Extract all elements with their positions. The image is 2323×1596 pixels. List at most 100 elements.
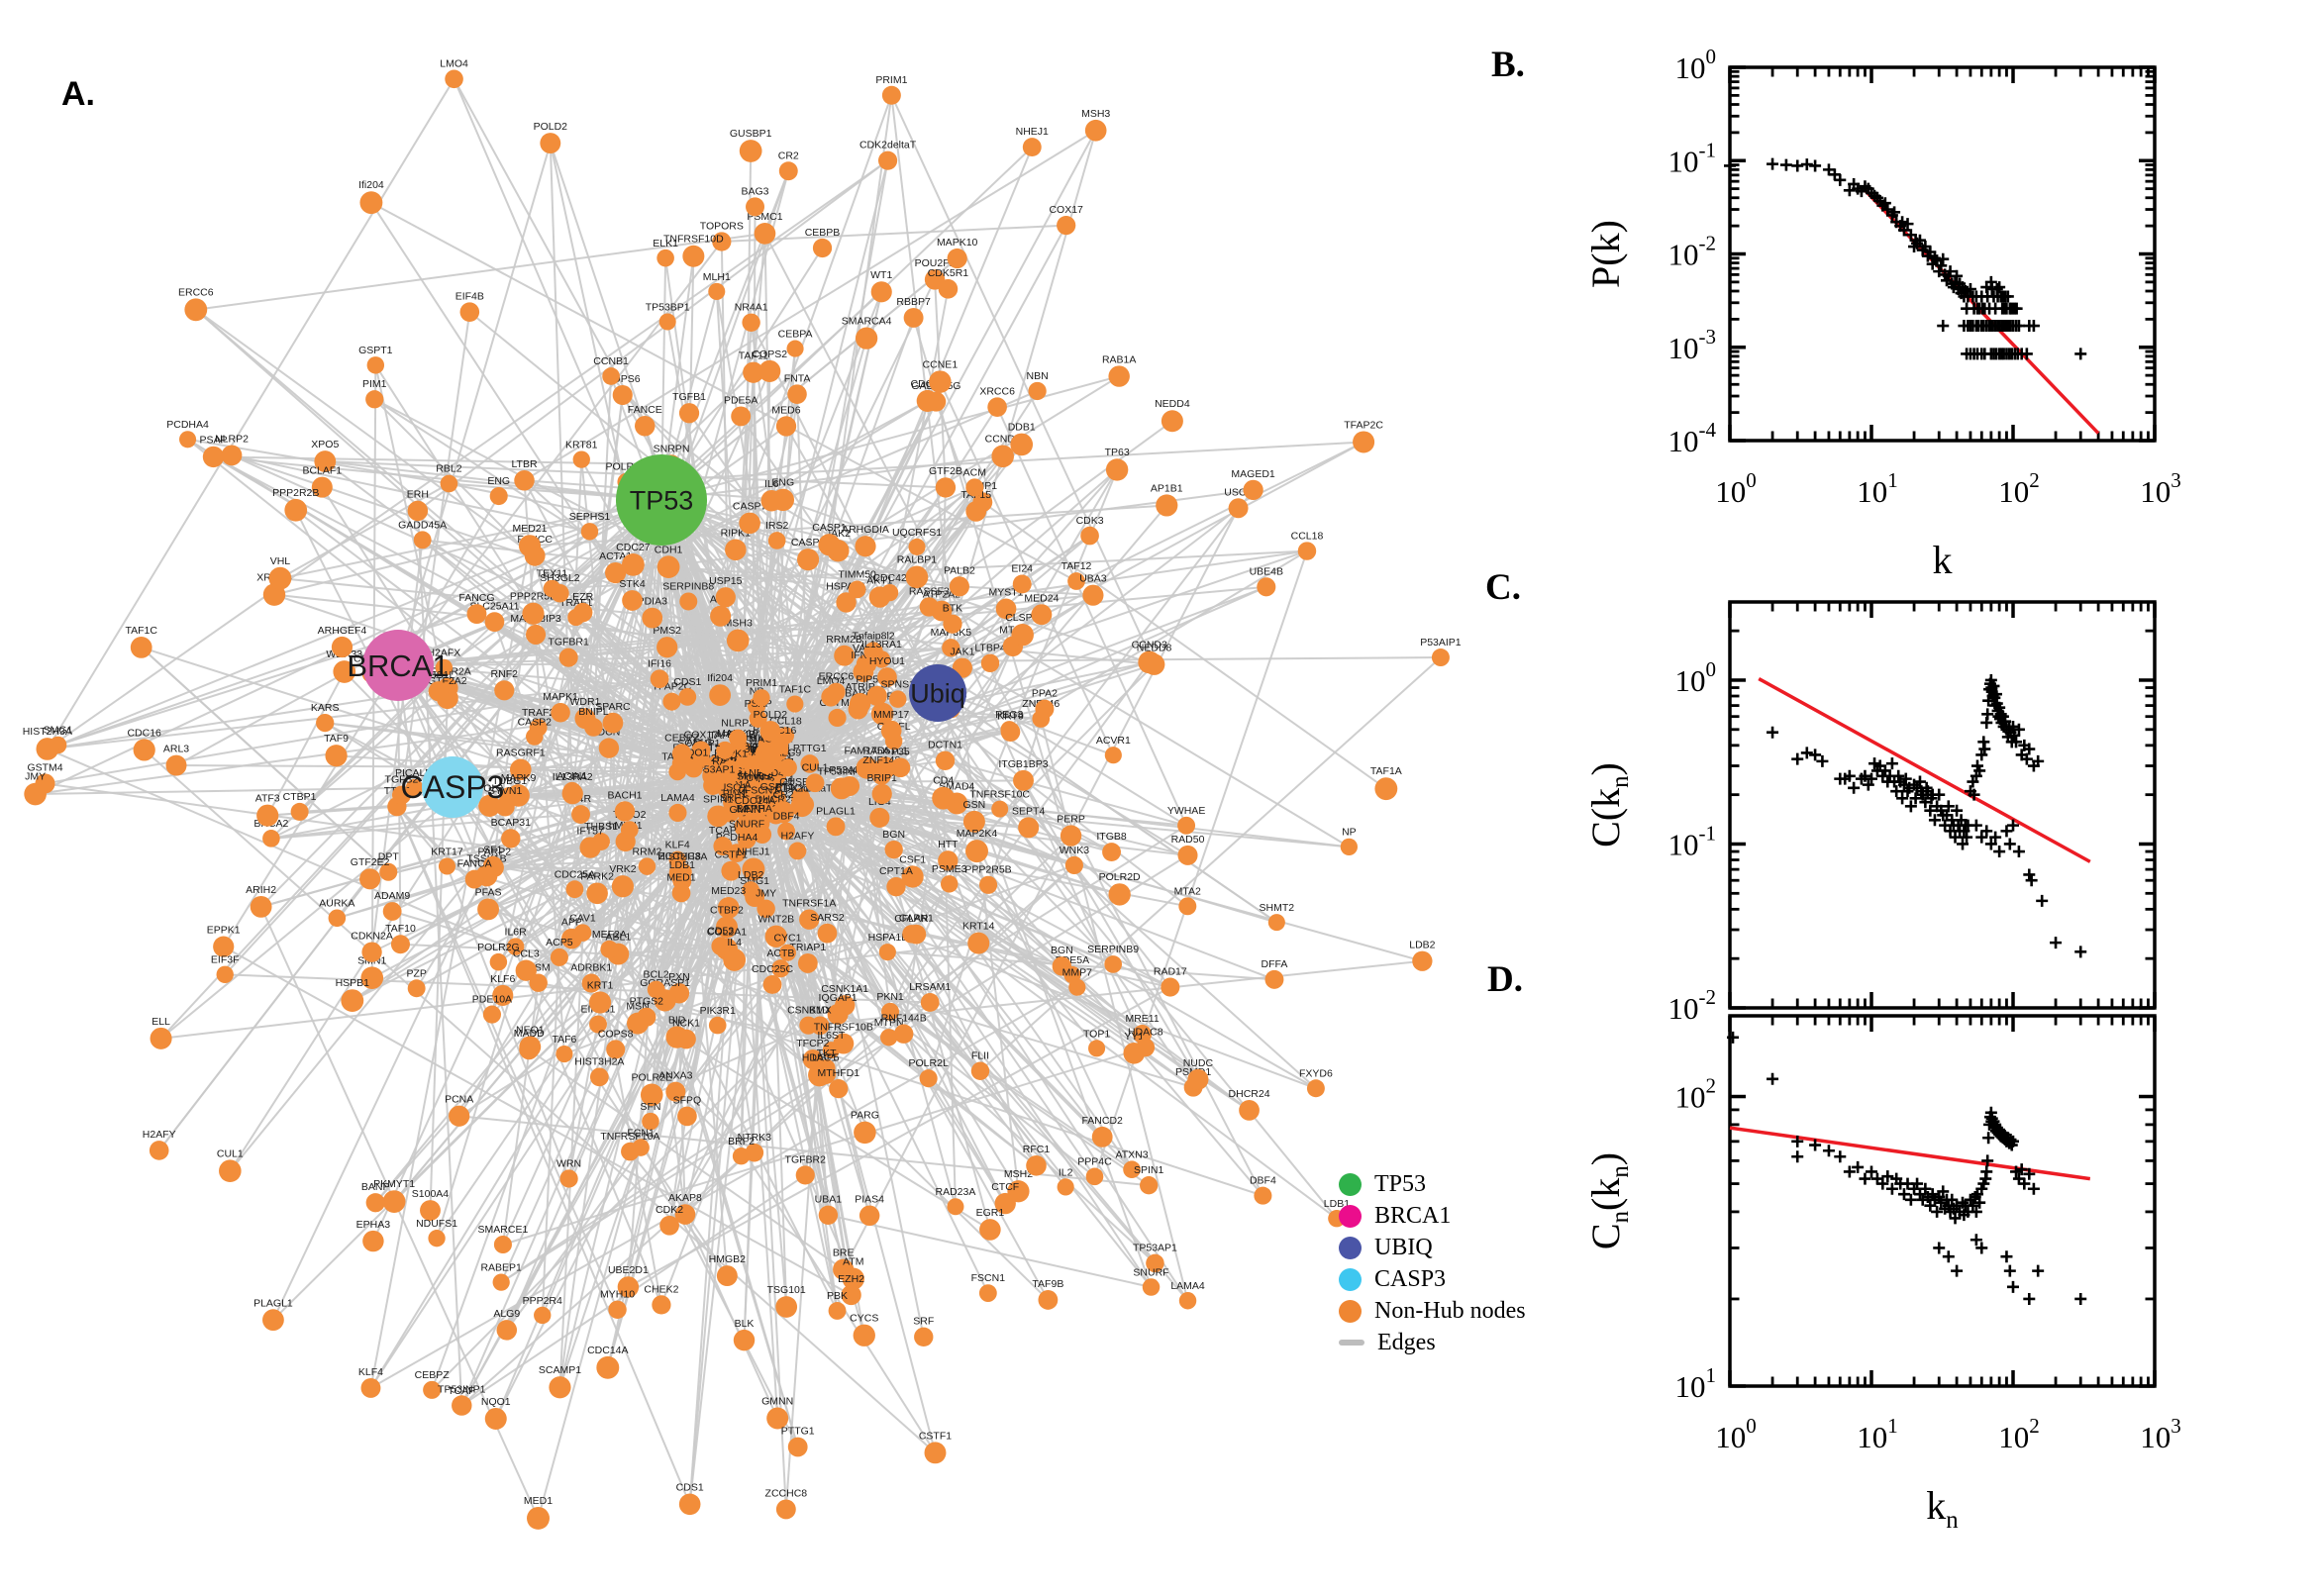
network-node-label: RBL2 — [436, 463, 461, 475]
network-node-label: IQGAP1 — [819, 992, 858, 1004]
legend-item-label: UBIQ — [1374, 1234, 1433, 1260]
network-node-label: TOP1 — [1083, 1028, 1110, 1040]
network-node-label: FANCD2 — [1081, 1115, 1123, 1127]
network-node — [612, 384, 633, 406]
network-node-label: EI24 — [1011, 562, 1033, 574]
network-node-label: FSCN1 — [745, 785, 779, 797]
network-node-label: TAF11 — [739, 350, 768, 362]
network-node — [822, 1042, 840, 1059]
network-node-label: ARIH2 — [246, 884, 276, 896]
network-node-label: SNRPN — [654, 443, 690, 454]
network-node-label: KRT17 — [431, 846, 463, 857]
network-node-label: EGR1 — [976, 1207, 1005, 1219]
network-node — [935, 750, 956, 771]
network-node-label: MAPK9 — [501, 772, 537, 784]
network-node-label: CASP2 — [518, 716, 553, 728]
network-node — [775, 1296, 798, 1318]
network-node-label: CCNE1 — [923, 358, 959, 370]
scatter-points — [1724, 157, 2087, 360]
network-node — [732, 1147, 751, 1165]
panel-d-plot: 100 101 102 103 102 101 kn Cn(kn) — [1583, 1014, 2181, 1534]
network-node-label: RABEP1 — [480, 1262, 522, 1274]
network-node-label: GSN — [963, 799, 986, 811]
network-node — [1104, 955, 1123, 973]
network-node — [855, 536, 876, 557]
network-node — [754, 223, 776, 245]
network-node-label: SMARCA4 — [842, 316, 892, 328]
network-node — [477, 898, 499, 921]
network-node-label: TSG101 — [767, 1284, 806, 1296]
network-node-label: CCNB1 — [593, 355, 629, 367]
network-node — [1140, 1176, 1159, 1195]
network-node — [484, 612, 505, 632]
network-node — [438, 857, 456, 875]
network-node-label: CUL1 — [217, 1147, 244, 1159]
network-node-label: CLSPN — [1005, 612, 1040, 624]
network-node — [726, 629, 750, 652]
network-node — [580, 523, 599, 541]
network-node — [665, 1081, 686, 1102]
network-node — [492, 984, 514, 1006]
network-node-label: PARP2 — [477, 847, 511, 858]
fit-line — [1758, 677, 2091, 863]
network-node — [1068, 978, 1086, 996]
network-node-label: KARS — [311, 702, 340, 714]
network-node-label: TUBG1 — [492, 775, 527, 787]
network-node — [482, 1005, 501, 1024]
network-node — [1091, 1126, 1113, 1147]
network-node — [1177, 816, 1196, 835]
network-node — [316, 713, 335, 733]
network-node — [708, 1016, 727, 1035]
network-node-label: CCL18 — [1291, 530, 1324, 542]
network-node-label: HSPA1L — [868, 932, 908, 944]
network-node — [586, 882, 608, 905]
network-node — [1264, 969, 1284, 989]
network-node — [602, 712, 624, 734]
network-node — [1374, 777, 1398, 801]
network-node-label: TIMM50 — [838, 569, 876, 581]
network-node-label: HTT — [938, 839, 959, 850]
network-node — [216, 965, 234, 983]
network-node-label: IL6ST — [817, 1030, 846, 1042]
network-node — [777, 822, 796, 841]
network-node-label: PRIM1 — [875, 74, 907, 86]
legend-item-label: BRCA1 — [1374, 1202, 1452, 1229]
tick-label: 102 — [1998, 468, 2040, 509]
network-node — [1012, 574, 1032, 594]
network-node-label: CAV1 — [569, 912, 596, 924]
network-node — [1228, 498, 1249, 519]
network-node — [534, 1306, 552, 1325]
network-node-label: RAD17 — [1154, 966, 1187, 978]
network-node — [903, 308, 924, 328]
network-node — [284, 498, 308, 522]
network-node — [1353, 431, 1375, 453]
network-node-label: SPIN1 — [703, 793, 734, 805]
network-node — [621, 552, 645, 576]
network-node — [435, 658, 454, 677]
network-node — [638, 857, 656, 875]
network-node-label: WNT2B — [758, 914, 794, 926]
network-node-label: ZNF148 — [862, 754, 900, 766]
network-node-label: MAPK10 — [937, 237, 978, 249]
network-node — [1178, 1292, 1197, 1310]
network-node-label: PPP2R2B — [272, 487, 319, 499]
network-node — [642, 607, 663, 629]
network-node-label: KRT1 — [587, 979, 614, 991]
network-node — [949, 576, 969, 597]
network-node-label: MED6 — [771, 404, 800, 416]
network-node-label: NDUFS1 — [416, 1218, 457, 1230]
network-node — [551, 702, 570, 723]
network-node — [800, 754, 820, 773]
network-node-label: MED21 — [513, 523, 548, 535]
network-node — [149, 1141, 169, 1160]
network-node — [880, 720, 902, 742]
network-node — [1161, 977, 1180, 997]
network-node-label: TOPORS — [700, 220, 744, 232]
network-node-label: NLRP2 — [215, 433, 249, 445]
network-node — [482, 855, 503, 876]
network-node-label: ACVR1 — [1096, 735, 1131, 747]
network-node — [382, 902, 402, 921]
network-node — [647, 980, 665, 999]
network-node-label: RASSF3 — [909, 585, 950, 597]
network-node-label: CASP7 — [733, 501, 767, 513]
